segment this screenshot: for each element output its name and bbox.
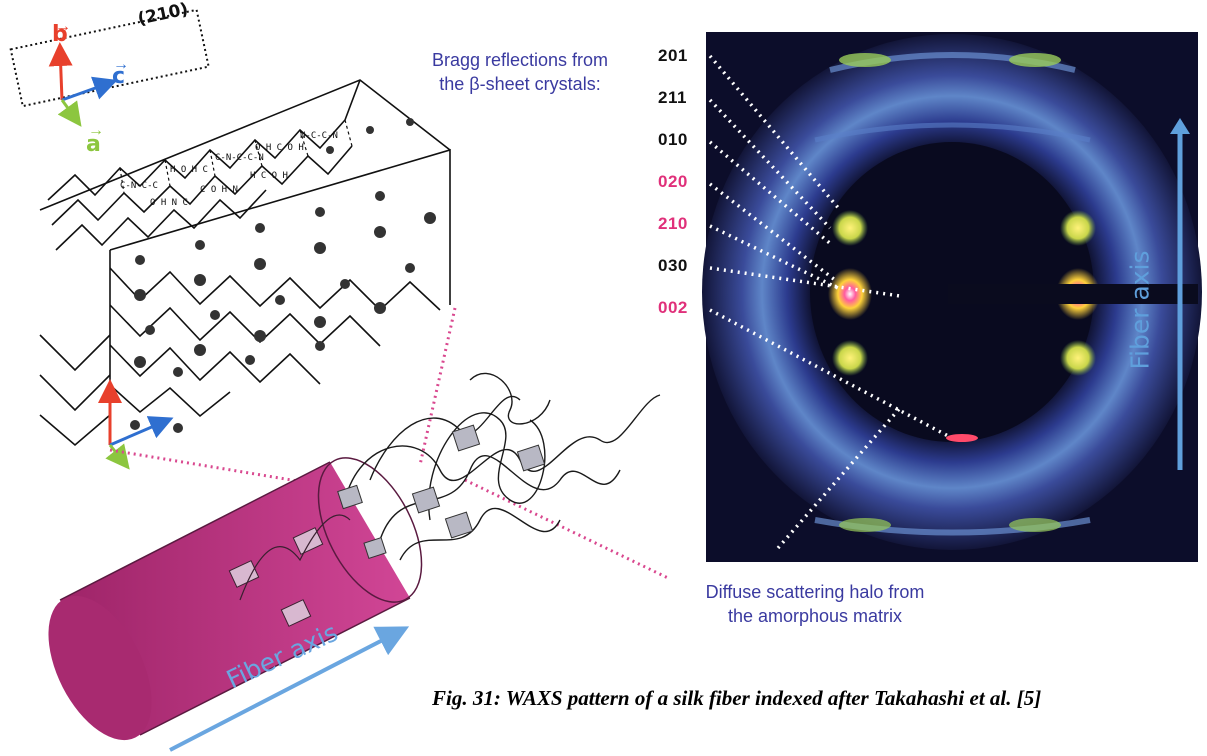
waxs-pattern xyxy=(702,32,1202,562)
plane-inset xyxy=(9,8,210,127)
cylinder-end-cap xyxy=(48,595,152,741)
reflection-arc-211 xyxy=(814,122,1091,143)
crystal-axes xyxy=(98,379,174,470)
bragg-label-line1: Bragg reflections from xyxy=(431,50,609,70)
spot-equator-left xyxy=(828,268,872,320)
diffuse-halo-label: Diffuse scattering halo from the amorpho… xyxy=(640,580,990,628)
spot-210-right xyxy=(1060,210,1096,246)
reflection-label-030: 030 xyxy=(658,256,688,275)
spot-210-left xyxy=(832,210,868,246)
spot-lower-left xyxy=(832,340,868,376)
spot-201-right xyxy=(1009,53,1061,67)
spot-002 xyxy=(946,434,978,442)
vector-b-label: b xyxy=(52,22,68,47)
bragg-reflections-label: Bragg reflections from the β-sheet cryst… xyxy=(395,48,645,96)
plane-210-box xyxy=(9,8,210,108)
reflection-leaders xyxy=(708,54,951,550)
spot-bottom-right xyxy=(1009,518,1061,532)
spot-bottom-left xyxy=(839,518,891,532)
leader-211 xyxy=(708,98,832,230)
atom-labels: C-N-C-C H O H C C-N-C-C-N O H C O H N-C-C-N… xyxy=(120,131,338,208)
leader-halo xyxy=(776,406,902,550)
reflection-label-010: 010 xyxy=(658,130,688,149)
svg-text:C O H N: C O H N xyxy=(200,185,238,195)
halo-label-line1: Diffuse scattering halo from xyxy=(705,582,925,602)
figure-caption: Fig. 31: WAXS pattern of a silk fiber in… xyxy=(432,686,1042,710)
side-chain-atoms xyxy=(130,118,436,433)
vector-c-label: c xyxy=(112,64,126,89)
fiber-cylinder xyxy=(48,457,423,741)
spot-201-left xyxy=(839,53,891,67)
halo-label-line2: the amorphous matrix xyxy=(727,606,903,626)
fiber-axis-arrow-left xyxy=(169,626,410,752)
crystallite-blocks xyxy=(337,424,546,560)
beamstop xyxy=(948,284,1198,304)
connector-crystal-top xyxy=(418,307,457,466)
bragg-label-line2: the β-sheet crystals: xyxy=(439,74,601,94)
crystal-top-back xyxy=(39,79,451,211)
reflection-label-201: 201 xyxy=(658,46,688,65)
reflection-label-211: 211 xyxy=(658,88,687,107)
vector-c-arrow-glyph: → xyxy=(113,56,129,73)
cylinder-chain xyxy=(239,514,351,601)
axis-c-arrow xyxy=(109,416,174,447)
inset-c-arrow xyxy=(61,76,118,102)
cylinder-outline xyxy=(59,461,411,736)
svg-text:O H N C: O H N C xyxy=(150,198,188,208)
inset-a-arrow xyxy=(57,99,82,127)
svg-text:C-N-C-C: C-N-C-C xyxy=(120,181,158,191)
leader-010 xyxy=(708,140,834,247)
svg-text:O H C O H: O H C O H xyxy=(255,143,304,153)
inset-b-arrow xyxy=(48,42,73,101)
beta-sheet-crystal: C-N-C-C H O H C C-N-C-C-N O H C O H N-C-C-N… xyxy=(39,79,451,447)
reflection-label-020: 020 xyxy=(658,172,688,191)
reflection-label-210: 210 xyxy=(658,214,688,233)
cylinder-body xyxy=(60,462,410,735)
svg-text:C-N-C-C-N: C-N-C-C-N xyxy=(215,153,264,163)
leader-020 xyxy=(708,182,837,282)
reflection-label-002: 002 xyxy=(658,298,688,317)
fiber-axis-arrowhead xyxy=(1170,118,1190,134)
vector-a-label: a xyxy=(86,132,101,157)
connector-amorphous xyxy=(464,478,669,580)
svg-text:N-C-C-N: N-C-C-N xyxy=(300,131,338,141)
vector-b-arrow-glyph: → xyxy=(55,18,71,35)
axis-a-arrow xyxy=(105,443,130,470)
fiber-axis-label-right: Fiber axis xyxy=(1125,250,1155,370)
polymer-coils xyxy=(344,372,661,561)
svg-text:H C O H: H C O H xyxy=(250,171,288,181)
hydrogen-bonds xyxy=(119,119,353,194)
spot-lower-right xyxy=(1060,340,1096,376)
amorphous-matrix xyxy=(337,372,661,561)
vector-a-arrow-glyph: → xyxy=(88,122,104,139)
svg-text:H O H C: H O H C xyxy=(170,165,208,175)
